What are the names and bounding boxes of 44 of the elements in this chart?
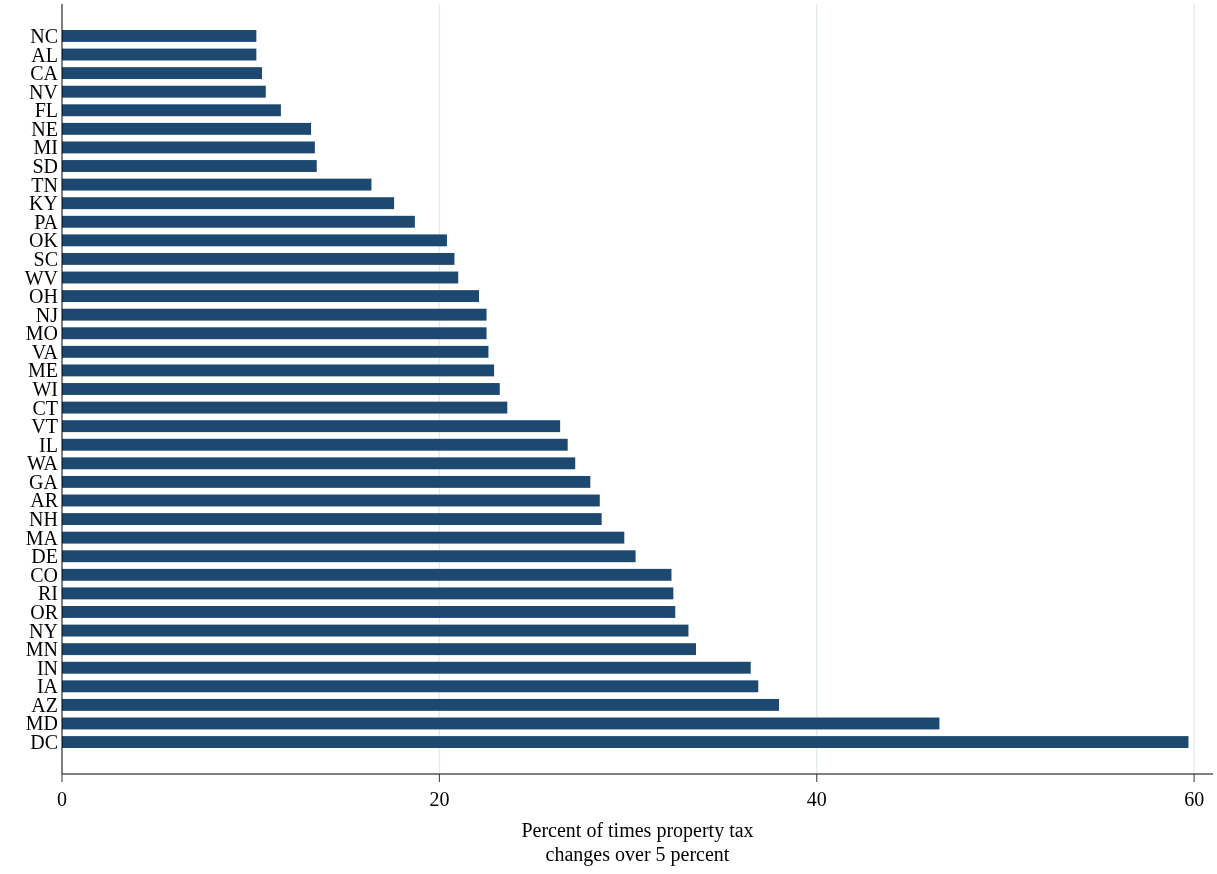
bar <box>62 364 495 377</box>
bar <box>62 420 561 433</box>
x-tick-label: 0 <box>57 788 67 810</box>
bar <box>62 401 508 414</box>
bar <box>62 587 674 600</box>
bar <box>62 568 672 581</box>
bar <box>62 234 447 247</box>
bar <box>62 643 696 656</box>
x-axis-title: Percent of times property tax changes over 5 percent <box>521 819 754 866</box>
bar <box>62 160 317 172</box>
bar <box>62 48 257 61</box>
bar <box>62 30 257 42</box>
bar <box>62 67 263 80</box>
bar <box>62 308 487 321</box>
bar <box>62 457 576 470</box>
bar <box>62 327 487 340</box>
bar <box>62 624 689 637</box>
bar <box>62 698 780 711</box>
bar <box>62 736 1189 748</box>
bar <box>62 215 415 228</box>
bar <box>62 513 602 526</box>
bar <box>62 531 625 544</box>
x-tick-label: 20 <box>429 788 450 810</box>
bar <box>62 197 395 210</box>
bar <box>62 252 455 265</box>
bar <box>62 141 315 154</box>
bar <box>62 178 372 191</box>
bar <box>62 494 600 507</box>
bar <box>62 383 500 395</box>
bar <box>62 104 281 117</box>
bar <box>62 550 636 563</box>
bar <box>62 717 940 730</box>
bar <box>62 290 479 303</box>
x-tick-label: 60 <box>1184 788 1205 810</box>
bar <box>62 606 676 618</box>
bar <box>62 271 459 284</box>
bar <box>62 475 591 488</box>
bar <box>62 85 266 98</box>
bar <box>62 438 568 451</box>
bar <box>62 680 759 693</box>
bar <box>62 122 312 135</box>
x-tick-label: 40 <box>806 788 827 810</box>
bar <box>62 345 489 358</box>
bar <box>62 661 751 674</box>
